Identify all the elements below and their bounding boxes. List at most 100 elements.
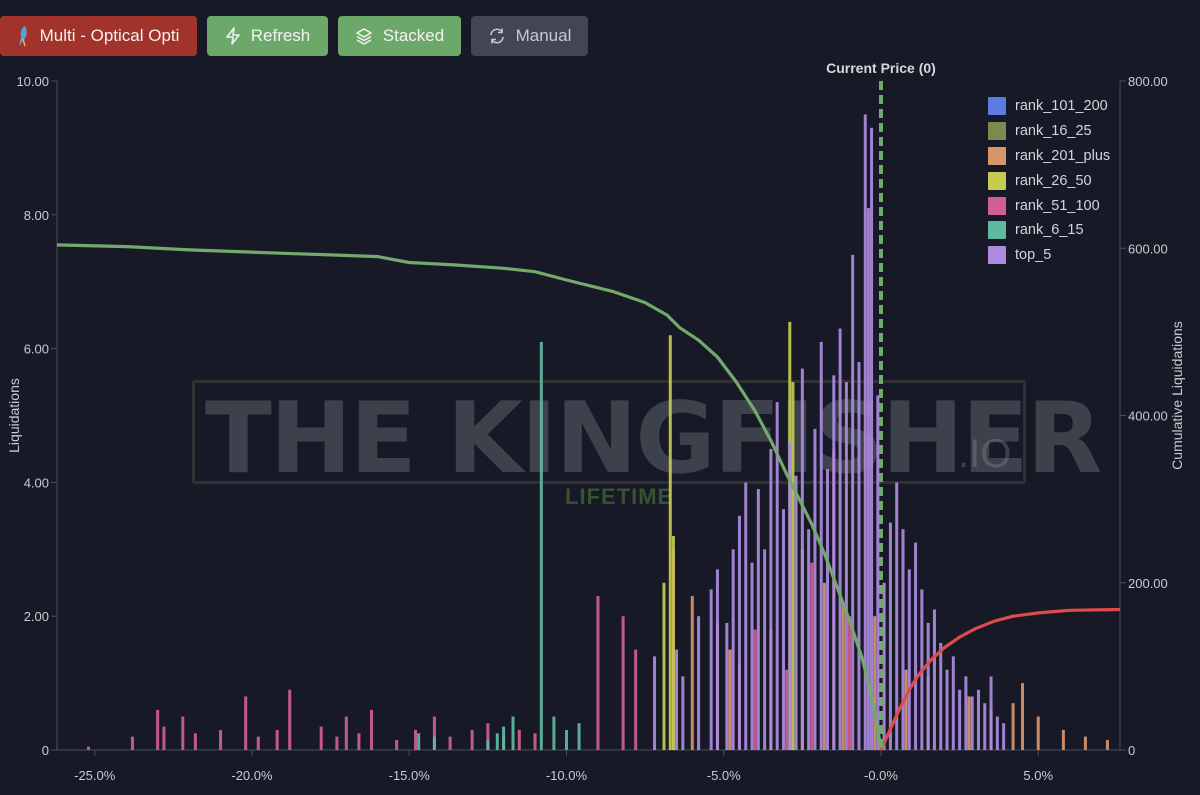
- bar-top_5: [813, 428, 817, 750]
- bar-rank_51_100: [753, 629, 757, 750]
- bar-rank_51_100: [219, 729, 223, 750]
- bar-rank_51_100: [162, 726, 166, 750]
- legend-swatch: [988, 171, 1006, 190]
- bar-top_5: [932, 609, 936, 750]
- legend-item-rank_16_25[interactable]: rank_16_25: [988, 119, 1110, 144]
- bar-top_5: [781, 509, 785, 750]
- y-right-axis-label: Cumulative Liquidations: [1169, 321, 1185, 470]
- legend-label: rank_16_25: [1015, 123, 1092, 140]
- bar-rank_51_100: [517, 729, 521, 750]
- stacked-button[interactable]: Stacked: [338, 16, 461, 56]
- bar-rank_51_100: [288, 689, 292, 750]
- manual-button[interactable]: Manual: [471, 16, 588, 56]
- legend-item-top_5[interactable]: top_5: [988, 243, 1110, 268]
- x-tick-label: 5.0%: [1023, 768, 1053, 783]
- bar-top_5: [983, 703, 987, 750]
- bar-rank_6_15: [417, 733, 421, 750]
- sync-icon: [488, 27, 506, 45]
- multi-exchange-button[interactable]: Multi - Optical Opti: [0, 16, 197, 56]
- legend-item-rank_26_50[interactable]: rank_26_50: [988, 168, 1110, 193]
- bar-rank_51_100: [181, 716, 185, 750]
- bar-rank_51_100: [414, 729, 418, 750]
- bar-rank_51_100: [395, 739, 399, 750]
- legend-item-rank_6_15[interactable]: rank_6_15: [988, 218, 1110, 243]
- bar-top_5: [914, 542, 918, 750]
- bar-top_5: [888, 522, 892, 750]
- x-tick-label: -15.0%: [389, 768, 431, 783]
- bar-rank_26_50: [671, 535, 675, 750]
- bar-top_5: [681, 676, 685, 750]
- bar-rank_201_plus: [967, 696, 971, 750]
- bar-top_5: [870, 127, 874, 750]
- bar-rank_51_100: [244, 696, 248, 750]
- legend-swatch: [988, 246, 1006, 265]
- bar-top_5: [788, 442, 792, 750]
- x-tick-label: -10.0%: [546, 768, 588, 783]
- bar-top_5: [838, 328, 842, 750]
- bar-rank_201_plus: [873, 616, 877, 750]
- bar-rank_201_plus: [822, 582, 826, 750]
- y-left-tick-label: 4.00: [24, 475, 49, 490]
- x-tick-label: -0.0%: [864, 768, 898, 783]
- bar-rank_51_100: [86, 746, 90, 750]
- x-tick-label: -20.0%: [231, 768, 273, 783]
- bar-top_5: [939, 642, 943, 750]
- legend-item-rank_101_200[interactable]: rank_101_200: [988, 94, 1110, 119]
- bar-top_5: [709, 589, 713, 750]
- refresh-button[interactable]: Refresh: [207, 16, 328, 56]
- bar-top_5: [731, 549, 735, 750]
- legend-item-rank_51_100[interactable]: rank_51_100: [988, 193, 1110, 218]
- bar-top_5: [832, 375, 836, 750]
- bar-top_5: [737, 515, 741, 750]
- bar-top_5: [775, 402, 779, 750]
- bar-rank_201_plus: [904, 669, 908, 750]
- y-left-axis-label: Liquidations: [6, 378, 22, 453]
- bar-top_5: [807, 529, 811, 750]
- bar-rank_6_15: [502, 726, 506, 750]
- bar-top_5: [995, 716, 999, 750]
- bar-rank_51_100: [335, 736, 339, 750]
- bar-top_5: [945, 669, 949, 750]
- bar-top_5: [876, 395, 880, 750]
- bar-rank_51_100: [275, 729, 279, 750]
- bar-rank_201_plus: [1011, 703, 1015, 750]
- bar-rank_201_plus: [1105, 739, 1109, 750]
- bar-rank_51_100: [357, 733, 361, 750]
- y-right-tick-label: 600.00: [1128, 241, 1168, 256]
- bar-rank_201_plus: [1036, 716, 1040, 750]
- x-tick-label: -25.0%: [74, 768, 116, 783]
- y-left-tick-label: 6.00: [24, 342, 49, 357]
- bar-top_5: [756, 489, 760, 750]
- y-left-tick-label: 0: [42, 743, 49, 758]
- bar-rank_201_plus: [1061, 729, 1065, 750]
- bar-top_5: [857, 361, 861, 750]
- legend-label: rank_51_100: [1015, 197, 1100, 214]
- legend-label: rank_101_200: [1015, 98, 1108, 115]
- bar-rank_51_100: [486, 723, 490, 750]
- cumulative-line-right: [879, 607, 1121, 751]
- bar-top_5: [826, 469, 830, 750]
- bar-rank_26_50: [662, 582, 666, 750]
- bar-rank_6_15: [552, 716, 556, 750]
- y-left-tick-label: 10.00: [16, 74, 49, 89]
- bar-top_5: [863, 114, 867, 750]
- bar-rank_51_100: [344, 716, 348, 750]
- bar-rank_6_15: [539, 341, 543, 750]
- legend-item-rank_201_plus[interactable]: rank_201_plus: [988, 144, 1110, 169]
- manual-label: Manual: [515, 26, 572, 45]
- bar-top_5: [769, 448, 773, 750]
- bar-top_5: [653, 656, 657, 750]
- bar-rank_51_100: [369, 709, 373, 750]
- bar-top_5: [866, 208, 870, 751]
- bar-rank_51_100: [432, 716, 436, 750]
- layers-icon: [355, 27, 373, 45]
- y-right-tick-label: 400.00: [1128, 409, 1168, 424]
- bar-top_5: [800, 368, 804, 750]
- bar-rank_201_plus: [841, 602, 845, 750]
- y-right-tick-label: 800.00: [1128, 74, 1168, 89]
- bar-top_5: [951, 656, 955, 750]
- bar-top_5: [794, 475, 798, 750]
- bar-top_5: [976, 689, 980, 750]
- bar-rank_51_100: [130, 736, 134, 750]
